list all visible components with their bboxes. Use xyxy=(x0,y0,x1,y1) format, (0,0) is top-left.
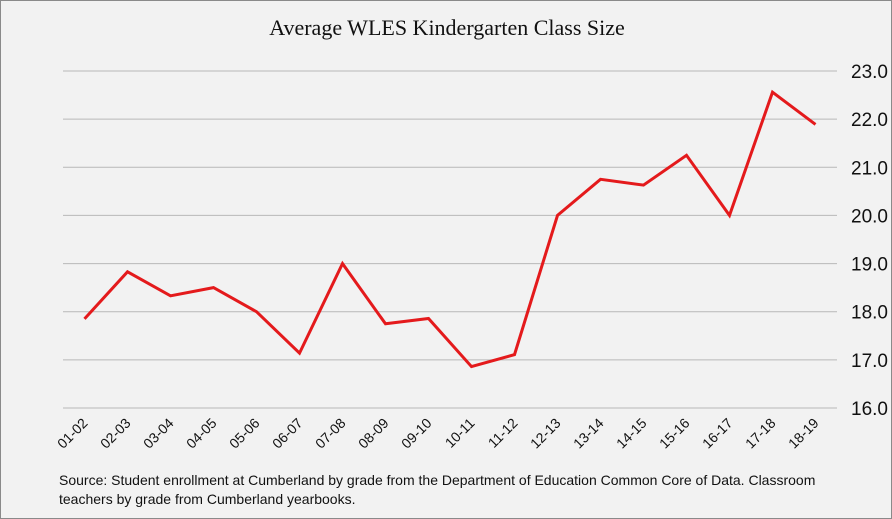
x-tick-label: 05-06 xyxy=(226,415,263,452)
x-tick-label: 17-18 xyxy=(742,415,779,452)
x-tick-label: 08-09 xyxy=(355,415,392,452)
x-tick-label: 10-11 xyxy=(442,415,478,451)
x-tick-label: 12-13 xyxy=(527,415,564,452)
x-tick-label: 03-04 xyxy=(140,415,177,452)
chart-title: Average WLES Kindergarten Class Size xyxy=(269,15,625,40)
x-tick-label: 04-05 xyxy=(183,415,220,452)
y-tick-label: 20.0 xyxy=(851,206,888,227)
x-tick-label: 06-07 xyxy=(269,415,306,452)
x-tick-label: 16-17 xyxy=(699,415,736,452)
x-tick-label: 09-10 xyxy=(398,415,435,452)
x-tick-label: 02-03 xyxy=(97,415,134,452)
series-layer xyxy=(83,89,817,369)
x-tick-label: 01-02 xyxy=(54,415,91,452)
x-axis: 01-02 02-03 03-04 04-05 05-06 06-07 07-08 08-09… xyxy=(54,415,822,452)
x-tick-label: 18-19 xyxy=(785,415,822,452)
series-line xyxy=(83,89,817,369)
x-tick-label: 07-08 xyxy=(312,415,349,452)
source-note: Source: Student enrollment at Cumberland… xyxy=(59,472,816,507)
y-tick-label: 21.0 xyxy=(851,158,888,179)
y-tick-label: 19.0 xyxy=(851,255,888,276)
x-tick-label: 13-14 xyxy=(570,415,607,452)
y-tick-label: 23.0 xyxy=(851,62,888,83)
gridlines xyxy=(63,70,837,409)
y-tick-label: 22.0 xyxy=(851,110,888,131)
x-tick-label: 15-16 xyxy=(656,415,693,452)
y-tick-label: 16.0 xyxy=(851,399,888,420)
y-tick-label: 17.0 xyxy=(851,351,888,372)
y-tick-label: 18.0 xyxy=(851,303,888,324)
x-tick-label: 11-12 xyxy=(485,415,521,451)
y-axis: 16.0 17.0 18.0 19.0 20.0 21.0 22.0 23.0 xyxy=(851,62,888,420)
x-tick-label: 14-15 xyxy=(613,415,650,452)
